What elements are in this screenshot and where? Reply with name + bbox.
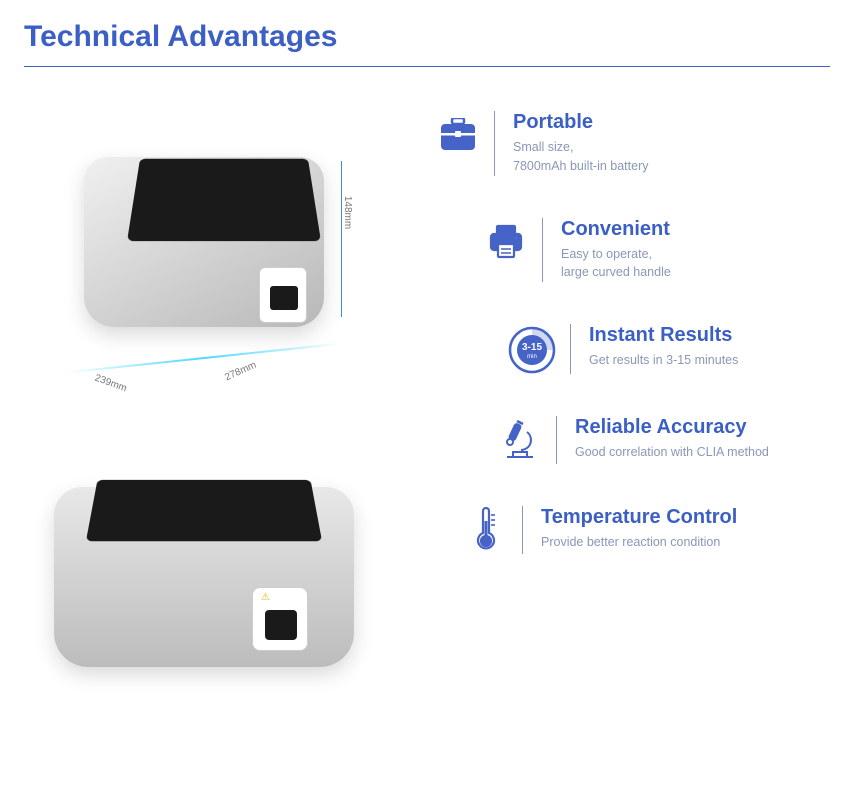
feature-portable: Portable Small size, 7800mAh built-in ba… (436, 111, 830, 176)
feature-temperature-control: Temperature Control Provide better react… (464, 506, 830, 554)
briefcase-icon (436, 113, 480, 157)
dimension-depth: 278mm (223, 360, 258, 384)
feature-title: Portable (513, 111, 649, 134)
feature-reliable-accuracy: Reliable Accuracy Good correlation with … (498, 416, 830, 464)
dimension-width: 239mm (93, 373, 128, 395)
timer-badge-icon: 3-15 min (508, 326, 556, 374)
feature-title: Reliable Accuracy (575, 416, 769, 439)
printer-icon (484, 220, 528, 264)
thermometer-icon (464, 508, 508, 552)
feature-description: Good correlation with CLIA method (575, 443, 769, 462)
feature-divider (494, 111, 495, 176)
feature-title: Temperature Control (541, 506, 737, 529)
content-row: 148mm 278mm 239mm Portable (24, 107, 830, 707)
dimension-height: 148mm (342, 196, 353, 229)
feature-description: Easy to operate, large curved handle (561, 245, 671, 283)
feature-divider (556, 416, 557, 464)
feature-description: Small size, 7800mAh built-in battery (513, 138, 649, 176)
feature-divider (542, 218, 543, 283)
device-image-front (24, 447, 384, 707)
feature-divider (522, 506, 523, 554)
title-underline (24, 66, 830, 67)
feature-convenient: Convenient Easy to operate, large curved… (484, 218, 830, 283)
feature-description: Provide better reaction condition (541, 533, 737, 552)
left-column: 148mm 278mm 239mm (24, 107, 404, 707)
feature-instant-results: 3-15 min Instant Results Get results in … (508, 324, 830, 374)
page-title: Technical Advantages (24, 20, 830, 54)
timer-badge-text: 3-15 (522, 342, 542, 353)
feature-divider (570, 324, 571, 374)
microscope-icon (498, 418, 542, 462)
timer-badge-unit: min (527, 354, 537, 360)
features-column: Portable Small size, 7800mAh built-in ba… (436, 107, 830, 707)
feature-title: Convenient (561, 218, 671, 241)
feature-description: Get results in 3-15 minutes (589, 351, 738, 370)
feature-title: Instant Results (589, 324, 738, 347)
device-image-isometric: 148mm 278mm 239mm (24, 127, 384, 387)
